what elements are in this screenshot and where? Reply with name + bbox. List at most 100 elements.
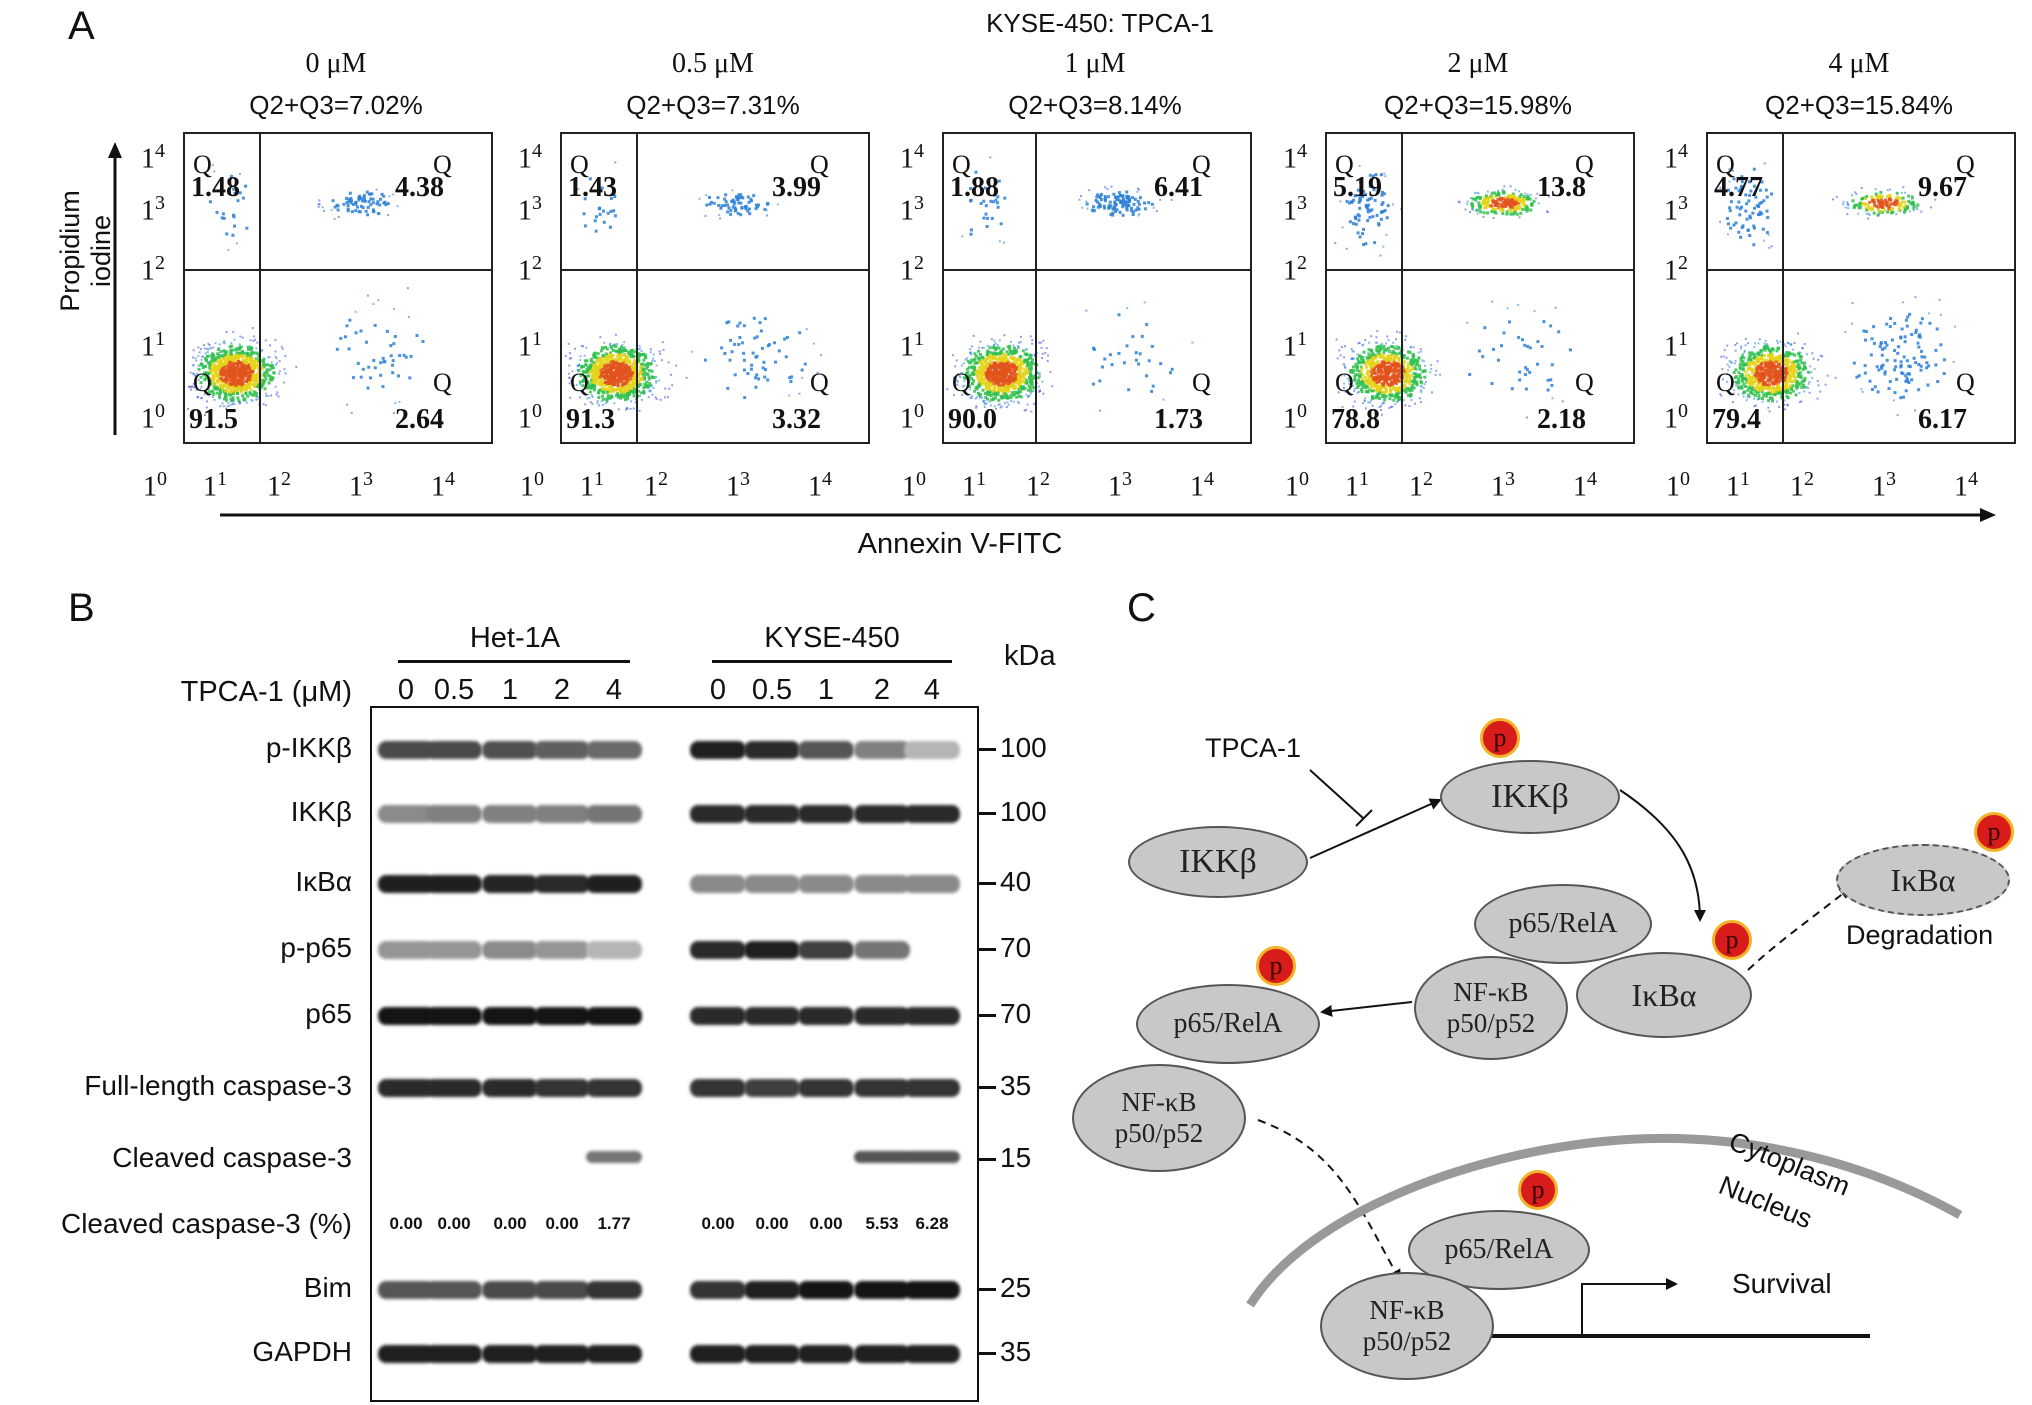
flow-event-point xyxy=(1081,206,1084,209)
flow-event-point xyxy=(663,396,666,399)
flow-event-point xyxy=(1752,369,1756,372)
flow-event-point xyxy=(1377,374,1380,378)
flow-event-point xyxy=(263,387,267,391)
flow-event-point xyxy=(618,351,621,354)
flow-event-point xyxy=(750,363,754,367)
flow-event-point xyxy=(1388,390,1392,394)
flow-event-point xyxy=(229,370,233,374)
flow-event-point xyxy=(271,366,275,370)
flow-event-point xyxy=(1420,390,1423,393)
flow-event-point xyxy=(1876,205,1880,209)
flow-event-point xyxy=(1769,364,1773,368)
flow-event-point xyxy=(270,376,274,380)
flow-event-point xyxy=(1464,208,1467,211)
flow-event-point xyxy=(1907,199,1911,203)
flow-event-point xyxy=(1786,341,1789,344)
flow-event-point xyxy=(1536,340,1540,344)
flow-event-point xyxy=(999,378,1003,382)
flow-event-point xyxy=(1037,385,1040,388)
flow-event-point xyxy=(1125,196,1129,200)
flow-event-point xyxy=(1855,193,1858,196)
flow-event-point xyxy=(583,197,587,201)
flow-event-point xyxy=(999,222,1003,226)
flow-event-point xyxy=(607,375,611,379)
flow-event-point xyxy=(242,364,246,368)
flow-event-point xyxy=(1887,208,1891,212)
flow-event-point xyxy=(1397,395,1401,399)
flow-event-point xyxy=(222,216,226,220)
flow-event-point xyxy=(620,345,623,349)
flow-event-point xyxy=(265,395,268,397)
flow-event-point xyxy=(988,354,992,358)
flow-event-point xyxy=(1004,395,1008,399)
flow-event-point xyxy=(994,342,997,345)
flow-event-point xyxy=(1375,341,1378,344)
flow-event-point xyxy=(1790,372,1794,376)
flow-event-point xyxy=(976,361,980,365)
flow-event-point xyxy=(614,333,617,336)
flow-event-point xyxy=(263,371,267,375)
flow-event-point xyxy=(612,377,615,380)
flow-event-point xyxy=(600,400,603,403)
flow-event-point xyxy=(646,372,650,376)
flow-event-point xyxy=(1752,386,1755,389)
flow-event-point xyxy=(237,399,241,403)
flow-event-point xyxy=(1103,206,1107,210)
flow-event-point xyxy=(601,354,605,358)
flow-event-point xyxy=(1357,200,1361,204)
y-tick-label: 11 xyxy=(141,328,165,363)
flow-event-point xyxy=(1755,384,1759,387)
flow-event-point xyxy=(1750,351,1754,355)
flow-event-point xyxy=(992,382,996,386)
flow-event-point xyxy=(1006,345,1010,349)
flow-event-point xyxy=(1405,378,1409,382)
flow-event-point xyxy=(746,372,750,375)
flow-event-point xyxy=(254,376,258,380)
quadrant-percent-lr: 2.64 xyxy=(395,404,444,435)
flow-event-point xyxy=(594,375,597,379)
flow-event-point xyxy=(1882,202,1886,206)
flow-event-point xyxy=(233,403,236,405)
flow-event-point xyxy=(222,362,226,366)
flow-event-point xyxy=(1387,368,1391,372)
flow-event-point xyxy=(1028,394,1031,397)
flow-event-point xyxy=(653,359,656,362)
flow-event-point xyxy=(1798,354,1802,358)
flow-event-point xyxy=(239,365,243,369)
flow-event-point xyxy=(1013,372,1017,376)
flow-event-point xyxy=(221,212,225,216)
flow-event-point xyxy=(1762,394,1766,398)
flow-event-point xyxy=(1371,351,1375,355)
y-tick-label: 11 xyxy=(1283,328,1307,363)
flow-event-point xyxy=(1767,406,1770,409)
flow-event-point xyxy=(608,351,612,355)
flow-event-point xyxy=(267,356,270,359)
flow-event-point xyxy=(1476,208,1479,212)
flow-event-point xyxy=(589,357,593,361)
flow-event-point xyxy=(233,192,237,195)
flow-event-point xyxy=(993,190,997,194)
flow-event-point xyxy=(999,406,1002,409)
flow-event-point xyxy=(239,354,243,358)
flow-event-point xyxy=(976,376,980,380)
flow-event-point xyxy=(989,373,993,377)
flow-plot: Q 1.43 Q 3.99 Q 91.3 Q 3.32 xyxy=(560,132,870,444)
flow-event-point xyxy=(254,357,258,361)
flow-event-point xyxy=(1523,373,1527,377)
flow-event-point xyxy=(1408,382,1412,386)
flow-event-point xyxy=(1352,222,1355,225)
flow-event-point xyxy=(982,364,986,368)
flow-event-point xyxy=(578,380,582,384)
flow-event-point xyxy=(204,358,208,362)
flow-event-point xyxy=(1391,376,1395,380)
quadrant-letter: Q xyxy=(1335,368,1354,397)
flow-event-point xyxy=(249,374,253,378)
flow-event-point xyxy=(1358,375,1362,379)
flow-event-point xyxy=(1760,349,1764,353)
flow-event-point xyxy=(1517,336,1521,339)
y-axis-arrow xyxy=(108,142,122,435)
flow-event-point xyxy=(1369,358,1373,362)
flow-event-point xyxy=(1117,351,1121,355)
flow-event-point xyxy=(256,383,260,387)
flow-event-point xyxy=(731,205,735,209)
